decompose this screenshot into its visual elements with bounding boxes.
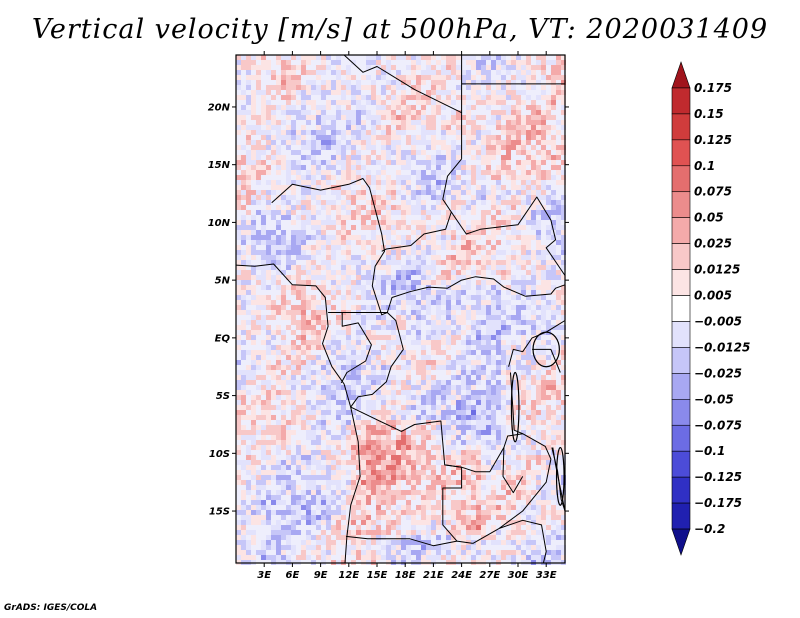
x-tick-label: 24E <box>451 570 472 581</box>
colorbar-swatch <box>671 476 691 504</box>
colorbar-swatch <box>671 217 691 244</box>
colorbar-label: 0.125 <box>694 133 732 147</box>
x-tick-label: 9E <box>314 570 328 581</box>
colorbar-swatch <box>671 295 691 322</box>
colorbar-label: 0.0125 <box>694 263 740 277</box>
colorbar-swatch <box>671 191 691 218</box>
colorbar-swatch <box>671 87 691 115</box>
y-tick-label: 15N <box>208 160 231 171</box>
colorbar-label: −0.005 <box>694 314 742 328</box>
y-tick-label: EQ <box>215 333 231 344</box>
x-tick-label: 15E <box>367 570 388 581</box>
map-axes: 3E 6E 9E 12E 15E 18E 21E 24E 27E 30E 33E 20N 15N 10N 5… <box>208 51 569 581</box>
colorbar-label: 0.1 <box>694 159 715 173</box>
country-borders <box>235 54 566 564</box>
colorbar-swatch <box>671 269 691 296</box>
colorbar-swatch <box>671 243 691 270</box>
colorbar-label: 0.05 <box>694 211 724 225</box>
colorbar-label: −0.125 <box>694 470 742 484</box>
colorbar-label: −0.2 <box>694 522 725 536</box>
footer-credit: GrADS: IGES/COLA <box>4 603 98 613</box>
colorbar-swatch <box>671 424 691 452</box>
colorbar-swatch <box>671 347 691 374</box>
colorbar-label: −0.0125 <box>694 340 750 354</box>
colorbar-swatch <box>671 321 691 348</box>
vertical-velocity-field <box>236 55 566 565</box>
y-tick-label: 5N <box>215 276 231 287</box>
y-tick-label: 20N <box>208 102 231 113</box>
colorbar-top-arrow <box>671 61 691 89</box>
x-tick-label: 3E <box>257 570 271 581</box>
colorbar-label: 0.005 <box>694 289 732 303</box>
colorbar-label: 0.075 <box>694 185 732 199</box>
colorbar-label: 0.15 <box>694 107 724 121</box>
x-tick-label: 30E <box>508 570 529 581</box>
y-tick-label: 5S <box>216 391 230 402</box>
x-tick-label: 21E <box>423 570 444 581</box>
colorbar-swatch <box>671 165 691 193</box>
colorbar-swatch <box>671 399 691 426</box>
colorbar-label: −0.05 <box>694 392 734 406</box>
colorbar-swatch <box>671 113 691 141</box>
x-tick-label: 12E <box>338 570 359 581</box>
colorbar-label: −0.025 <box>694 366 742 380</box>
chart-title: Vertical velocity [m/s] at 500hPa, VT: 2… <box>31 14 769 45</box>
y-tick-label: 10S <box>209 449 230 460</box>
x-tick-label: 6E <box>286 570 300 581</box>
colorbar-label: −0.075 <box>694 418 742 432</box>
y-tick-label: 15S <box>209 507 230 518</box>
colorbar-label: −0.175 <box>694 496 742 510</box>
colorbar-swatch <box>671 502 691 530</box>
colorbar-swatch <box>671 139 691 167</box>
colorbar-swatch <box>671 450 691 478</box>
x-tick-label: 18E <box>395 570 416 581</box>
x-tick-label: 27E <box>479 570 500 581</box>
colorbar-bottom-arrow <box>671 528 691 556</box>
y-tick-label: 10N <box>208 218 231 229</box>
colorbar-label: −0.1 <box>694 444 725 458</box>
colorbar-swatch <box>671 373 691 400</box>
colorbar-label: 0.025 <box>694 237 732 251</box>
x-tick-label: 33E <box>536 570 557 581</box>
colorbar: 0.175 0.15 0.125 0.1 0.075 0.05 0.025 0.0125 0.0… <box>671 61 750 556</box>
colorbar-label: 0.175 <box>694 81 732 95</box>
